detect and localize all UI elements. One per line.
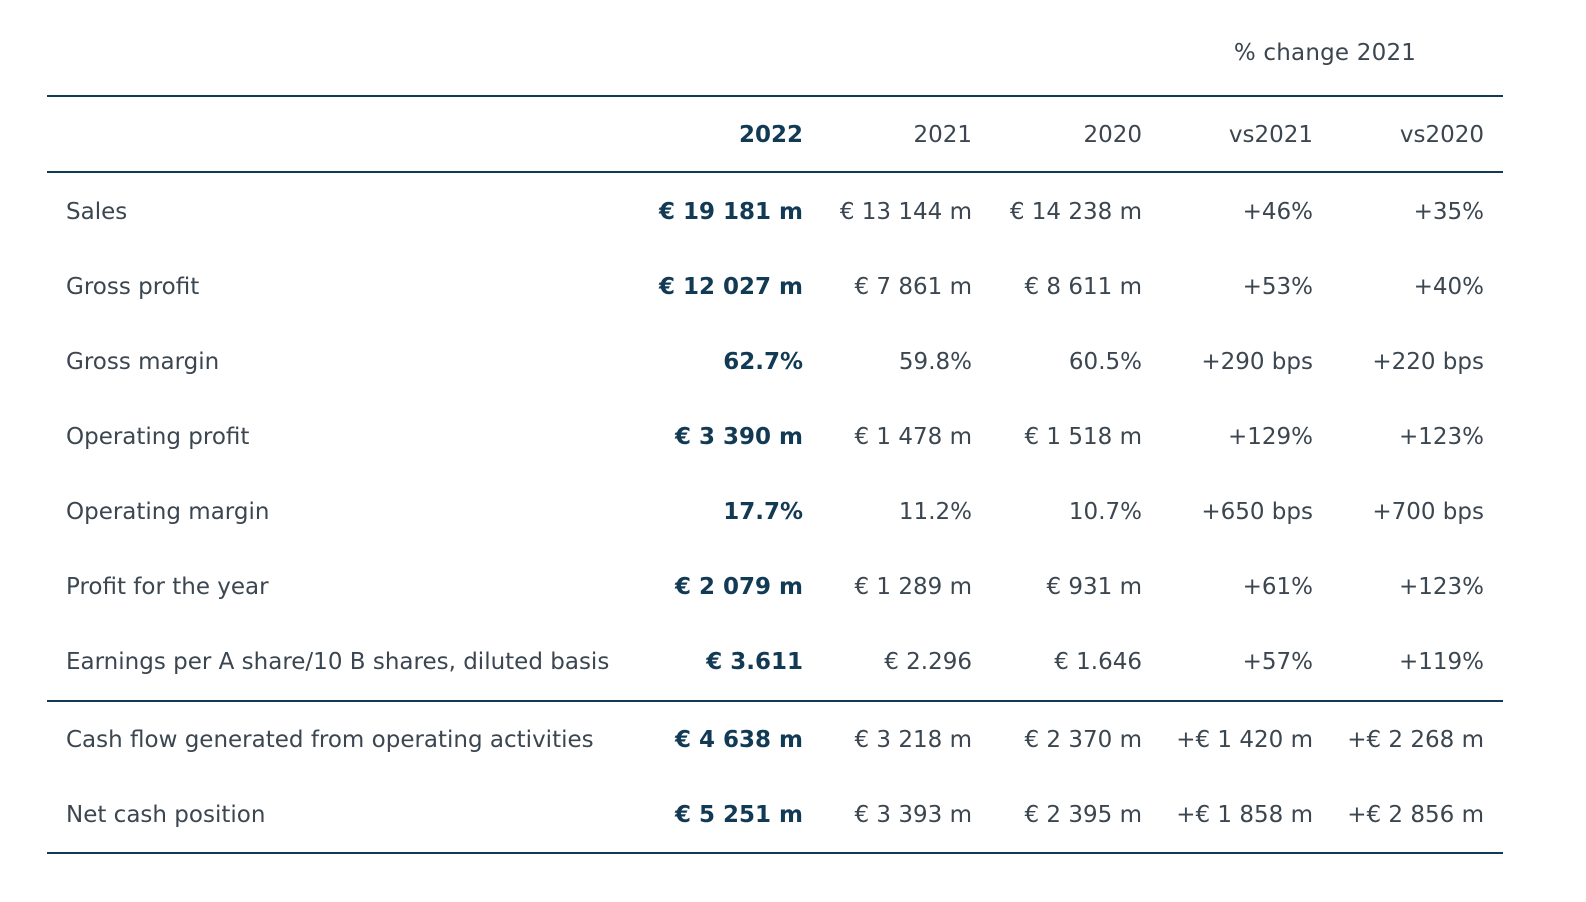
table-row-sales: Sales € 19 181 m € 13 144 m € 14 238 m +… (47, 192, 1503, 232)
column-header-vs2020: vs2020 (1399, 122, 1484, 148)
change-vs2020: +€ 2 856 m (1347, 802, 1484, 828)
change-vs2020: +700 bps (1372, 499, 1484, 525)
row-label: Operating margin (66, 499, 270, 525)
percent-change-header: % change 2021 (1233, 40, 1417, 66)
value-2022: € 3 390 m (674, 424, 803, 450)
change-vs2021: +57% (1242, 649, 1313, 675)
change-vs2020: +€ 2 268 m (1347, 727, 1484, 753)
change-vs2020: +123% (1398, 424, 1484, 450)
row-label: Profit for the year (66, 574, 269, 600)
table-row-operating-profit: Operating profit € 3 390 m € 1 478 m € 1… (47, 417, 1503, 457)
value-2020: € 1 518 m (1024, 424, 1142, 450)
header-bottom-rule (47, 171, 1503, 173)
value-2020: € 1.646 (1054, 649, 1142, 675)
section-divider-rule (47, 700, 1503, 702)
value-2020: € 14 238 m (1009, 199, 1142, 225)
table-row-operating-margin: Operating margin 17.7% 11.2% 10.7% +650 … (47, 492, 1503, 532)
column-header-2020: 2020 (1083, 122, 1142, 148)
value-2020: € 8 611 m (1024, 274, 1142, 300)
value-2021: 11.2% (898, 499, 972, 525)
change-vs2020: +123% (1398, 574, 1484, 600)
value-2022: € 3.611 (706, 649, 803, 675)
value-2022: 17.7% (723, 499, 803, 525)
value-2021: 59.8% (898, 349, 972, 375)
row-label: Net cash position (66, 802, 266, 828)
row-label: Sales (66, 199, 128, 225)
value-2022: € 4 638 m (674, 727, 803, 753)
change-vs2021: +650 bps (1201, 499, 1313, 525)
value-2021: € 3 393 m (854, 802, 972, 828)
value-2021: € 3 218 m (854, 727, 972, 753)
value-2021: € 13 144 m (839, 199, 972, 225)
change-vs2021: +61% (1242, 574, 1313, 600)
value-2020: € 2 370 m (1024, 727, 1142, 753)
value-2020: € 931 m (1046, 574, 1142, 600)
value-2020: € 2 395 m (1024, 802, 1142, 828)
table-row-gross-margin: Gross margin 62.7% 59.8% 60.5% +290 bps … (47, 342, 1503, 382)
change-vs2021: +46% (1242, 199, 1313, 225)
column-header-2021: 2021 (913, 122, 972, 148)
table-row-earnings-per-share: Earnings per A share/10 B shares, dilute… (47, 642, 1503, 682)
row-label: Operating profit (66, 424, 250, 450)
change-vs2021: +53% (1242, 274, 1313, 300)
value-2020: 10.7% (1068, 499, 1142, 525)
column-header-row: 2022 2021 2020 vs2021 vs2020 (47, 115, 1503, 155)
column-header-2022: 2022 (738, 122, 803, 148)
value-2021: € 2.296 (884, 649, 972, 675)
change-vs2021: +290 bps (1201, 349, 1313, 375)
row-label: Earnings per A share/10 B shares, dilute… (66, 649, 610, 675)
value-2022: € 2 079 m (674, 574, 803, 600)
change-vs2021: +129% (1227, 424, 1313, 450)
row-label: Cash flow generated from operating activ… (66, 727, 594, 753)
change-vs2021: +€ 1 858 m (1176, 802, 1313, 828)
change-vs2020: +220 bps (1372, 349, 1484, 375)
change-vs2021: +€ 1 420 m (1176, 727, 1313, 753)
change-vs2020: +40% (1413, 274, 1484, 300)
table-row-profit-for-the-year: Profit for the year € 2 079 m € 1 289 m … (47, 567, 1503, 607)
change-vs2020: +35% (1413, 199, 1484, 225)
row-label: Gross margin (66, 349, 220, 375)
value-2022: € 19 181 m (658, 199, 803, 225)
change-vs2020: +119% (1398, 649, 1484, 675)
value-2022: 62.7% (723, 349, 803, 375)
table-row-operating-cash-flow: Cash flow generated from operating activ… (47, 720, 1503, 760)
value-2021: € 7 861 m (854, 274, 972, 300)
column-header-vs2021: vs2021 (1228, 122, 1313, 148)
table-top-rule (47, 95, 1503, 97)
value-2022: € 5 251 m (674, 802, 803, 828)
row-label: Gross profit (66, 274, 200, 300)
table-row-net-cash-position: Net cash position € 5 251 m € 3 393 m € … (47, 795, 1503, 835)
value-2020: 60.5% (1068, 349, 1142, 375)
table-row-gross-profit: Gross profit € 12 027 m € 7 861 m € 8 61… (47, 267, 1503, 307)
value-2022: € 12 027 m (658, 274, 803, 300)
value-2021: € 1 289 m (854, 574, 972, 600)
table-bottom-rule (47, 852, 1503, 854)
value-2021: € 1 478 m (854, 424, 972, 450)
